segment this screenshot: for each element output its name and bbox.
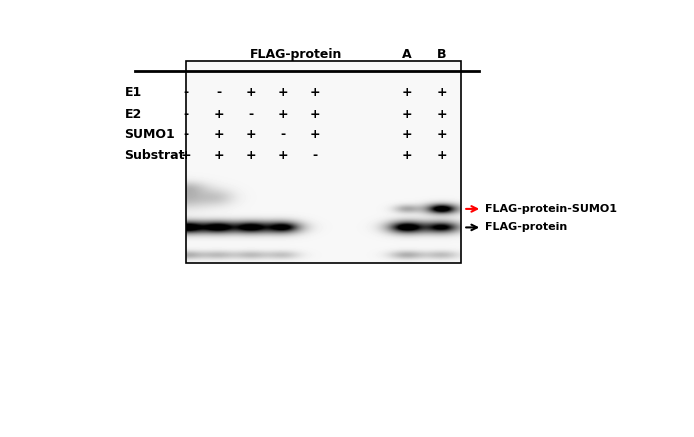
- Text: +: +: [437, 128, 447, 142]
- Text: +: +: [278, 87, 289, 99]
- Text: +: +: [437, 149, 447, 162]
- Text: E1: E1: [124, 87, 142, 99]
- Text: -: -: [184, 87, 189, 99]
- Text: +: +: [310, 87, 321, 99]
- Text: +: +: [278, 149, 289, 162]
- Text: -: -: [216, 87, 221, 99]
- Text: +: +: [401, 108, 412, 121]
- Text: +: +: [310, 128, 321, 142]
- Text: FLAG-protein: FLAG-protein: [484, 222, 567, 232]
- Text: A: A: [402, 48, 412, 61]
- Text: +: +: [246, 149, 256, 162]
- Bar: [186, 61, 461, 263]
- Text: +: +: [310, 108, 321, 121]
- Text: FLAG-protein: FLAG-protein: [251, 48, 343, 61]
- Text: -: -: [184, 108, 189, 121]
- Text: +: +: [213, 108, 224, 121]
- Text: -: -: [280, 128, 286, 142]
- Text: -: -: [248, 108, 253, 121]
- Text: +: +: [437, 87, 447, 99]
- Text: -: -: [313, 149, 318, 162]
- Text: +: +: [401, 128, 412, 142]
- Text: +: +: [401, 149, 412, 162]
- Text: +: +: [278, 108, 289, 121]
- Text: SUMO1: SUMO1: [124, 128, 175, 142]
- Text: +: +: [437, 108, 447, 121]
- Text: B: B: [437, 48, 446, 61]
- Text: +: +: [213, 149, 224, 162]
- Text: Substrat: Substrat: [124, 149, 185, 162]
- Text: +: +: [213, 128, 224, 142]
- Text: +: +: [181, 149, 192, 162]
- Text: E2: E2: [124, 108, 142, 121]
- Text: +: +: [401, 87, 412, 99]
- Text: +: +: [246, 128, 256, 142]
- Text: +: +: [246, 87, 256, 99]
- Text: FLAG-protein-SUMO1: FLAG-protein-SUMO1: [484, 204, 617, 214]
- Text: -: -: [184, 128, 189, 142]
